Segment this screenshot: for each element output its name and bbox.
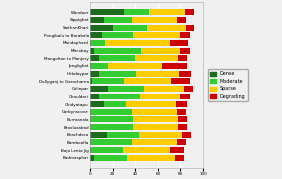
- Bar: [90, 117, 91, 122]
- Legend: Dense, Moderate, Sparse, Degrading: Dense, Moderate, Sparse, Degrading: [208, 69, 248, 101]
- Bar: [136, 71, 179, 77]
- Bar: [90, 17, 104, 23]
- Bar: [90, 48, 94, 54]
- Bar: [135, 55, 178, 61]
- Bar: [99, 55, 135, 61]
- Bar: [132, 109, 177, 115]
- Bar: [90, 78, 92, 84]
- Bar: [185, 9, 194, 15]
- Bar: [90, 71, 99, 77]
- Bar: [91, 139, 132, 145]
- Bar: [90, 109, 91, 115]
- Bar: [102, 32, 133, 38]
- Bar: [92, 78, 124, 84]
- Bar: [108, 86, 144, 92]
- Bar: [90, 93, 99, 100]
- Bar: [94, 48, 141, 54]
- Bar: [180, 32, 190, 38]
- Bar: [90, 124, 91, 130]
- Bar: [90, 147, 91, 153]
- Bar: [177, 139, 186, 145]
- Bar: [180, 93, 190, 100]
- Bar: [124, 78, 171, 84]
- Bar: [90, 139, 91, 145]
- Bar: [182, 132, 191, 138]
- Bar: [132, 17, 177, 23]
- Bar: [127, 155, 175, 161]
- Bar: [178, 117, 187, 122]
- Bar: [91, 147, 123, 153]
- Bar: [99, 93, 140, 100]
- Bar: [91, 124, 133, 130]
- Bar: [124, 9, 149, 15]
- Bar: [176, 101, 187, 107]
- Bar: [90, 101, 104, 107]
- Bar: [132, 139, 177, 145]
- Bar: [177, 109, 186, 115]
- Bar: [171, 78, 190, 84]
- Bar: [91, 63, 108, 69]
- Bar: [90, 25, 113, 31]
- Bar: [94, 155, 127, 161]
- Bar: [175, 155, 184, 161]
- Bar: [140, 93, 180, 100]
- Bar: [139, 132, 182, 138]
- Bar: [105, 40, 170, 46]
- Bar: [141, 48, 180, 54]
- Bar: [133, 124, 178, 130]
- Bar: [91, 117, 133, 122]
- Bar: [104, 17, 132, 23]
- Bar: [170, 147, 184, 153]
- Bar: [90, 9, 124, 15]
- Bar: [178, 55, 187, 61]
- Bar: [108, 63, 162, 69]
- Bar: [133, 117, 178, 122]
- Bar: [162, 63, 187, 69]
- Bar: [90, 63, 91, 69]
- Bar: [90, 55, 99, 61]
- Bar: [90, 155, 94, 161]
- Bar: [133, 32, 180, 38]
- Bar: [126, 101, 176, 107]
- Bar: [147, 25, 186, 31]
- Bar: [104, 101, 126, 107]
- Bar: [178, 124, 187, 130]
- Bar: [179, 71, 191, 77]
- Bar: [144, 86, 184, 92]
- Bar: [177, 17, 186, 23]
- Bar: [149, 9, 185, 15]
- Bar: [184, 86, 193, 92]
- Bar: [90, 32, 102, 38]
- Bar: [91, 40, 105, 46]
- Bar: [91, 109, 132, 115]
- Bar: [170, 40, 188, 46]
- Bar: [90, 132, 107, 138]
- Bar: [186, 25, 194, 31]
- Bar: [107, 132, 139, 138]
- Bar: [90, 40, 91, 46]
- Bar: [180, 48, 190, 54]
- Bar: [123, 147, 170, 153]
- Bar: [113, 25, 147, 31]
- Bar: [99, 71, 136, 77]
- Bar: [90, 86, 108, 92]
